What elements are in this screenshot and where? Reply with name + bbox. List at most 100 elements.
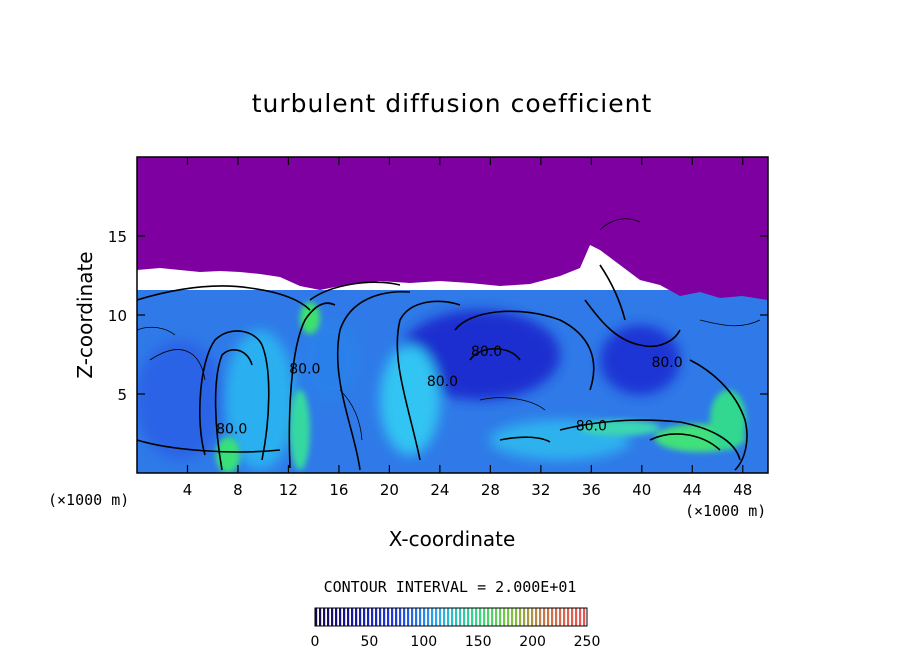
y-tick-label: 5 [117,386,127,404]
colorbar-stripe [495,608,498,626]
colorbar-stripe [567,608,570,626]
colorbar-stripe [395,608,398,626]
colorbar-stripe [551,608,554,626]
contour-lines [137,264,748,471]
colorbar-stripe [391,608,394,626]
colorbar-stripe [527,608,530,626]
y-axis-ticks: 5 10 15 [108,228,768,404]
colorbar-stripe [507,608,510,626]
x-tick-label: 12 [279,481,298,499]
colorbar-stripe [519,608,522,626]
colorbar-stripe [475,608,478,626]
colorbar-stripe [439,608,442,626]
x-tick-label: 16 [329,481,348,499]
upper-region [137,157,768,300]
low-region-left [137,340,225,460]
colorbar-tick-label: 0 [311,634,320,650]
colorbar-stripe [463,608,466,626]
colorbar-stripe [471,608,474,626]
colorbar-stripe [499,608,502,626]
colorbar-stripe [459,608,462,626]
x-unit-left: (×1000 m) [48,491,129,509]
x-tick-label: 20 [380,481,399,499]
x-tick-label: 4 [183,481,193,499]
x-unit-right: (×1000 m) [685,502,766,520]
contour-interval-label: CONTOUR INTERVAL = 2.000E+01 [324,578,577,596]
colorbar-stripe [479,608,482,626]
colorbar-stripe [443,608,446,626]
colorbar-tick-label: 100 [410,634,437,650]
colorbar-stripe [355,608,358,626]
colorbar-stripe [415,608,418,626]
colorbar-stripe [575,608,578,626]
colorbar-stripe [455,608,458,626]
high-region-b [290,390,310,470]
colorbar-stripe [383,608,386,626]
contour-label: 80.0 [576,418,607,434]
colorbar-stripe [491,608,494,626]
colorbar-stripe [503,608,506,626]
colorbar-stripe [323,608,326,626]
x-tick-label: 36 [582,481,601,499]
colorbar-stripe [511,608,514,626]
colorbar-stripe [379,608,382,626]
colorbar-stripe [347,608,350,626]
colorbar-stripe [427,608,430,626]
colorbar-stripe [371,608,374,626]
y-tick-label: 15 [108,228,127,246]
colorbar-stripe [407,608,410,626]
mid-region-b [380,345,440,455]
contour-labels: 80.0 80.0 80.0 80.0 80.0 80.0 [216,344,683,437]
x-tick-label: 28 [481,481,500,499]
x-tick-label: 32 [531,481,550,499]
colorbar-ticks: 0 50 100 150 200 250 [311,634,601,650]
mid-region-a [225,330,295,470]
colorbar-stripe [531,608,534,626]
low-region-mid [400,310,560,400]
colorbar-stripe [487,608,490,626]
colorbar-tick-label: 200 [519,634,546,650]
mid-region-d [300,320,360,400]
colorbar-stripe [339,608,342,626]
colorbar [314,607,588,627]
high-region-e [580,420,660,436]
colorbar-stripes [315,608,586,626]
x-axis-ticks: 4 8 12 16 20 24 28 32 36 40 44 48 [183,157,752,499]
contour-label: 80.0 [471,344,502,360]
contour-label: 80.0 [651,355,682,371]
x-tick-label: 48 [733,481,752,499]
colorbar-tick-label: 250 [574,634,601,650]
colorbar-stripe [515,608,518,626]
colorbar-stripe [367,608,370,626]
colorbar-stripe [583,608,586,626]
colorbar-stripe [535,608,538,626]
colorbar-stripe [343,608,346,626]
colorbar-stripe [559,608,562,626]
low-region-right [600,325,680,395]
colorbar-stripe [451,608,454,626]
heatmap-field: 80.0 80.0 80.0 80.0 80.0 80.0 [137,157,768,473]
high-region-a [216,437,240,473]
colorbar-stripe [431,608,434,626]
colorbar-stripe [319,608,322,626]
x-tick-label: 44 [683,481,702,499]
contour-lines-thin [137,218,761,441]
contour-label: 80.0 [427,374,458,390]
chart-title: turbulent diffusion coefficient [252,89,653,118]
colorbar-stripe [467,608,470,626]
colorbar-stripe [399,608,402,626]
x-tick-label: 8 [233,481,243,499]
colorbar-stripe [363,608,366,626]
colorbar-tick-label: 150 [465,634,492,650]
colorbar-stripe [543,608,546,626]
colorbar-stripe [331,608,334,626]
colorbar-stripe [423,608,426,626]
y-axis-label: Z-coordinate [73,251,97,378]
colorbar-stripe [419,608,422,626]
contour-label: 80.0 [216,422,247,438]
colorbar-stripe [375,608,378,626]
colorbar-stripe [483,608,486,626]
x-tick-label: 24 [430,481,449,499]
colorbar-stripe [523,608,526,626]
